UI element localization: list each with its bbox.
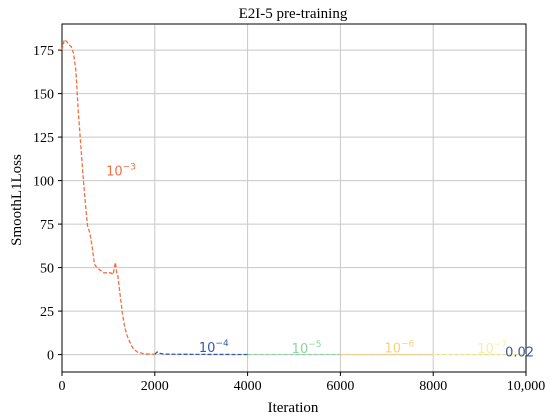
series-line [154, 351, 248, 356]
x-axis-ticks: 0 2000 4000 6000 8000 10,000 [59, 372, 546, 394]
annotation-label: 0.02 [505, 345, 534, 360]
series-layer [61, 38, 527, 356]
y-tick-label: 175 [33, 44, 54, 59]
annotation-label: 10−4 [199, 339, 229, 356]
x-tick-label: 6000 [326, 379, 354, 394]
x-tick-label: 4000 [234, 379, 262, 394]
x-tick-label: 10,000 [507, 379, 546, 394]
annotation-label: 10−7 [477, 340, 507, 357]
annotation-label: 10−6 [384, 340, 414, 357]
y-tick-label: 0 [47, 349, 54, 364]
annotation-label: 10−3 [106, 162, 136, 179]
plot-frame [61, 23, 527, 373]
y-tick-label: 75 [40, 218, 54, 233]
annotation-layer: 10−3 10−4 10−5 10−6 10−70.02 [106, 162, 534, 360]
grid [61, 24, 527, 372]
chart-title: E2I-5 pre-training [239, 6, 348, 22]
x-tick-label: 8000 [419, 379, 447, 394]
x-axis-label: Iteration [268, 400, 319, 416]
y-tick-label: 100 [33, 175, 54, 190]
series-line [61, 38, 155, 355]
y-axis-label: SmoothL1Loss [9, 154, 25, 246]
y-tick-label: 150 [33, 88, 54, 103]
y-tick-label: 50 [40, 262, 54, 277]
y-axis-ticks: 0 25 50 75 100 125 150 175 [33, 44, 62, 364]
y-tick-label: 25 [40, 305, 54, 320]
x-tick-label: 2000 [141, 379, 169, 394]
y-tick-label: 125 [33, 131, 54, 146]
annotation-label: 10−5 [292, 340, 322, 357]
x-tick-label: 0 [59, 379, 66, 394]
